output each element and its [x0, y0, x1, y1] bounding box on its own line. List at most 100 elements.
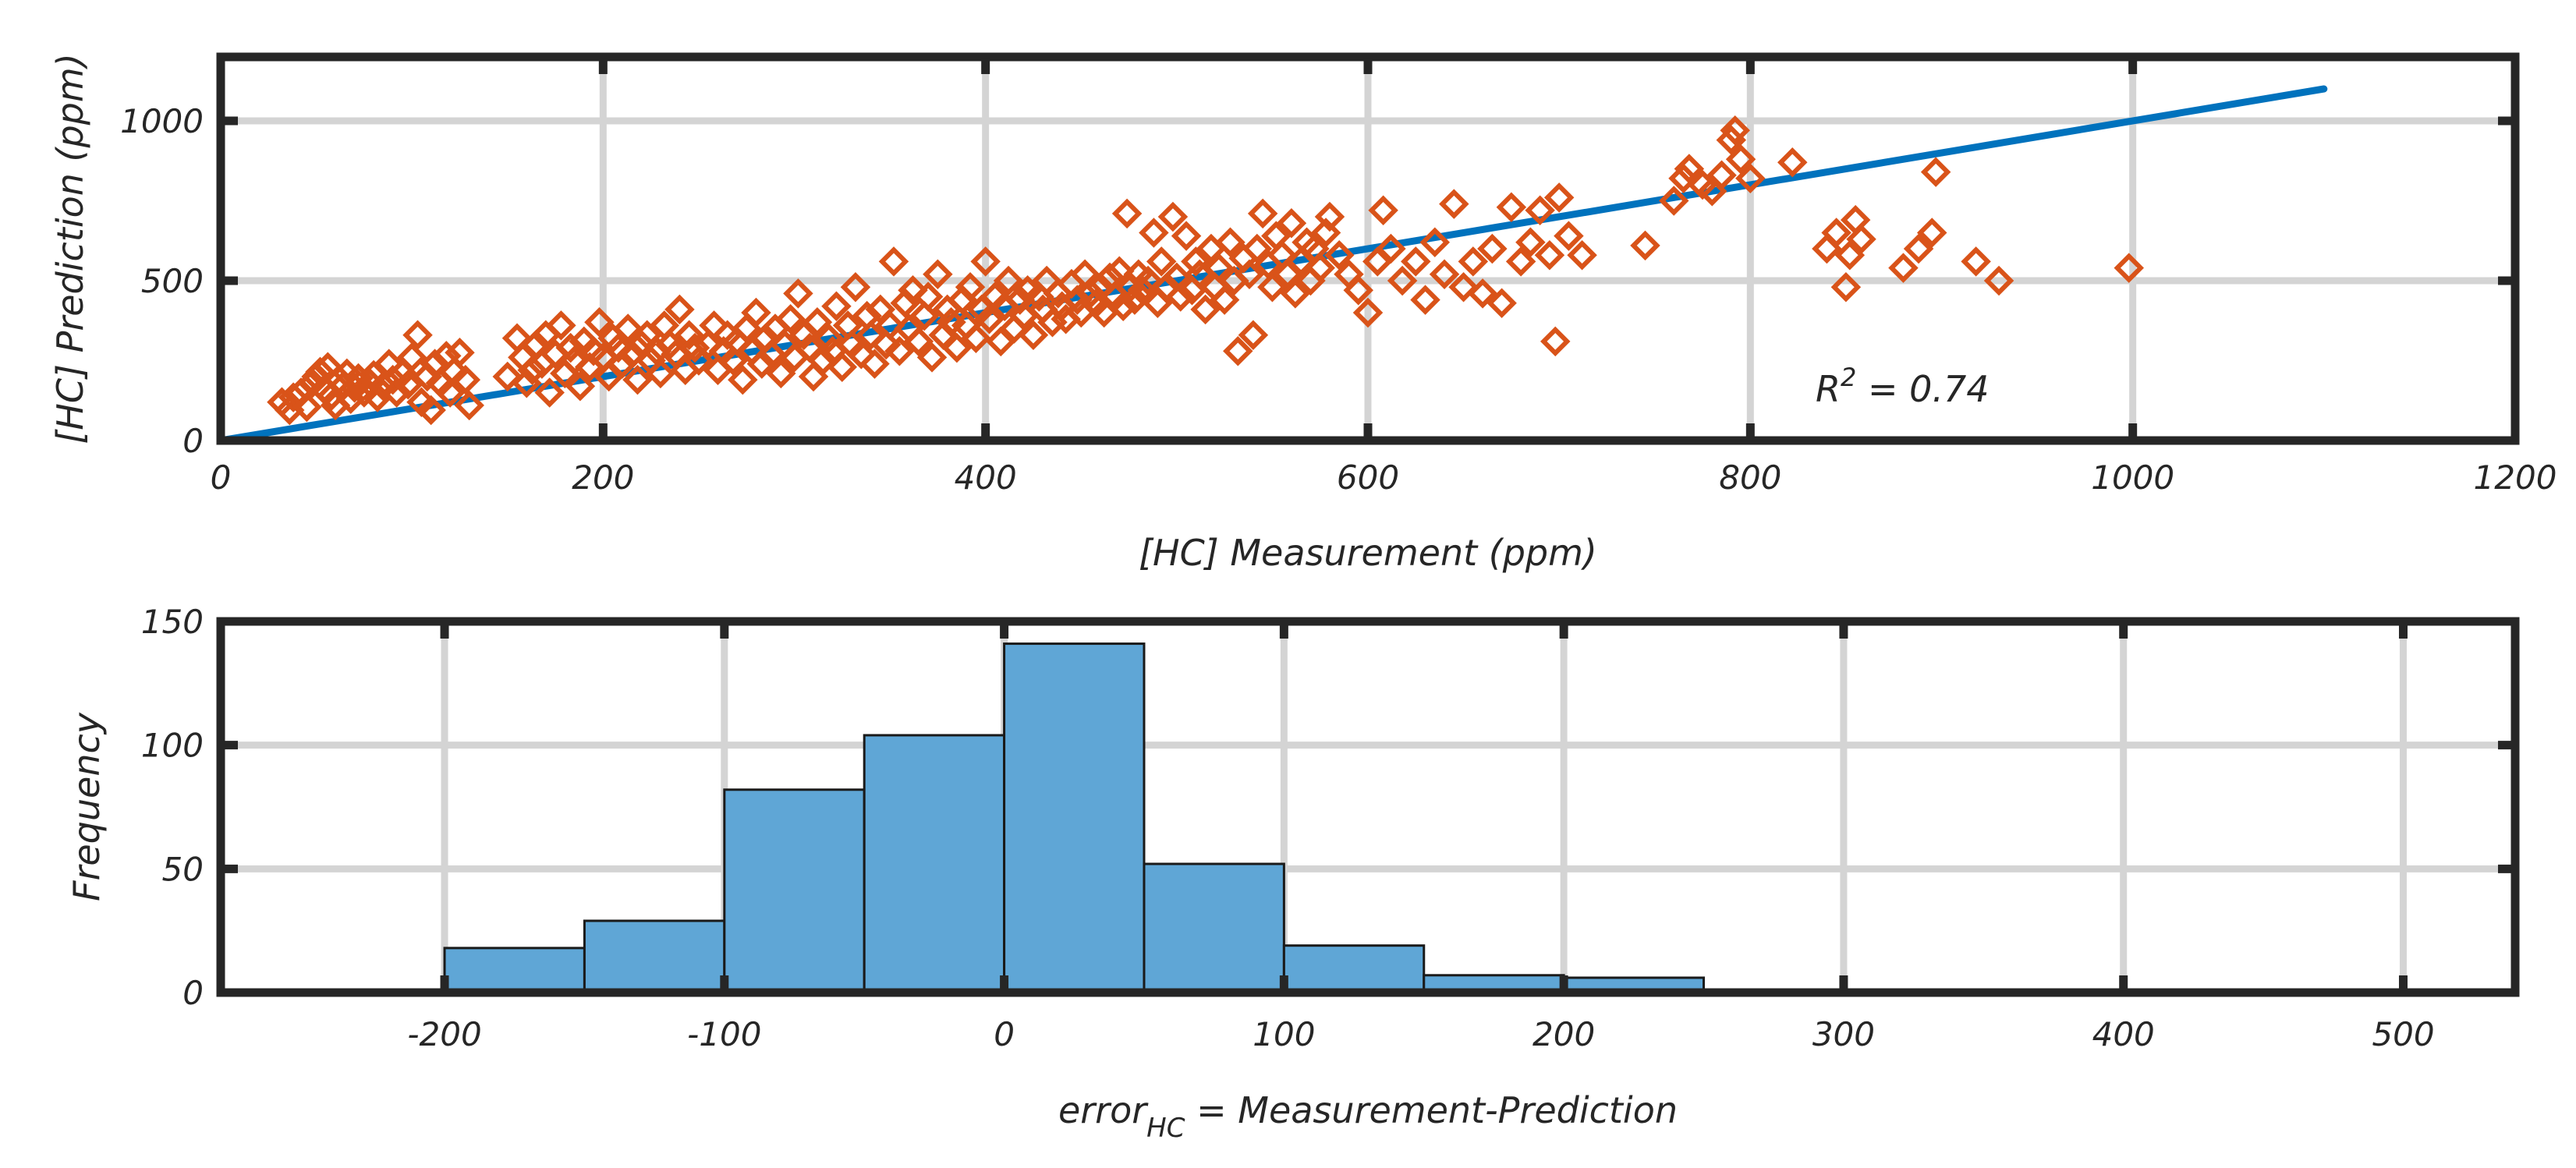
scatter-x-axis-label: [HC] Measurement (ppm) [1139, 532, 1597, 574]
histogram-bar [443, 947, 586, 994]
r-squared-annotation: R2 = 0.74 [1816, 363, 1990, 410]
scatter-point [1567, 239, 1597, 271]
histogram-ytick-label: 0 [182, 974, 204, 1012]
scatter-point [718, 345, 749, 376]
histogram-xtick-label: 500 [2372, 1015, 2434, 1053]
scatter-point [1305, 253, 1335, 283]
scatter-point [1280, 278, 1311, 309]
scatter-point [1515, 227, 1546, 258]
scatter-point [874, 310, 905, 341]
scatter-ytick-label: 500 [141, 262, 204, 300]
scatter-point [916, 342, 948, 373]
scatter-point [802, 307, 833, 338]
scatter-point [416, 395, 446, 426]
scatter-point [1247, 198, 1278, 229]
scatter-point [840, 271, 871, 303]
scatter-point [1132, 265, 1164, 296]
scatter-tick-marks [216, 57, 2520, 445]
scatter-point [1085, 271, 1116, 303]
scatter-point [1223, 335, 1253, 366]
error-subscript: HC [1146, 1113, 1185, 1144]
histogram-ytick-label: 100 [141, 727, 204, 765]
scatter-point [1525, 195, 1555, 226]
scatter-point [1181, 246, 1211, 277]
scatter-point [903, 326, 934, 357]
scatter-ytick-label: 0 [182, 422, 204, 460]
histogram-xtick-label: 0 [994, 1015, 1015, 1053]
scatter-point [1821, 218, 1851, 248]
scatter-point [1486, 288, 1517, 318]
scatter-point [612, 313, 643, 344]
histogram-axes-frame [216, 617, 2520, 997]
scatter-point [746, 349, 778, 379]
histogram-panel: -200 -100 0 100 200 300 400 500 0 50 100 150 error… [66, 603, 2520, 1144]
scatter-point [1127, 275, 1157, 306]
scatter-panel: 0 200 400 600 800 1000 1200 0 500 1000 [HC] Meas… [49, 52, 2557, 574]
scatter-point [278, 382, 309, 412]
scatter-point [1257, 271, 1288, 303]
scatter-point [1018, 320, 1049, 350]
scatter-point [783, 278, 813, 309]
scatter-point [492, 361, 523, 392]
scatter-point [856, 320, 886, 350]
scatter-point [1668, 163, 1699, 194]
scatter-point [1190, 294, 1221, 325]
scatter-point [923, 259, 953, 290]
scatter-point [1920, 157, 1951, 187]
scatter-point [445, 338, 475, 368]
histogram-x-axis-label: errorHC = Measurement-Prediction [1058, 1089, 1678, 1144]
scatter-point [741, 297, 771, 328]
scatter-x-tick-labels: 0 200 400 600 800 1000 1200 [211, 458, 2557, 497]
scatter-point [955, 271, 986, 303]
scatter-point [607, 349, 638, 379]
scatter-point [654, 329, 686, 360]
scatter-point [559, 345, 590, 376]
scatter-point [941, 332, 973, 363]
scatter-point [1630, 230, 1660, 261]
scatter-point [1725, 143, 1756, 175]
scatter-point [1238, 320, 1269, 350]
scatter-point [1368, 195, 1398, 226]
scatter-point [2114, 253, 2145, 283]
scatter-point [1888, 253, 1919, 283]
histogram-bar [1143, 862, 1285, 994]
scatter-point [1171, 221, 1202, 251]
scatter-point [1674, 154, 1705, 184]
scatter-point [878, 246, 909, 277]
scatter-xtick-label: 200 [572, 458, 634, 497]
scatter-point [1276, 207, 1307, 239]
scatter-point [961, 323, 991, 354]
scatter-point [584, 307, 615, 338]
scatter-point [1706, 160, 1737, 190]
scatter-point [821, 291, 852, 322]
scatter-point [884, 335, 915, 366]
scatter-point [1830, 271, 1862, 303]
scatter-point [517, 355, 547, 386]
scatter-point [1111, 198, 1143, 229]
scatter-point [368, 371, 399, 402]
scatter-point [993, 265, 1024, 296]
scatter-point [1165, 281, 1196, 312]
scatter-point [616, 339, 647, 370]
scatter-point [1429, 259, 1460, 290]
scatter-point [827, 352, 858, 382]
scatter-point [898, 275, 928, 306]
scatter-point [974, 303, 1005, 334]
scatter-point [912, 281, 944, 312]
scatter-point [1119, 285, 1150, 315]
histogram-bars [303, 642, 1706, 994]
scatter-point [808, 345, 838, 376]
scatter-point [1410, 285, 1440, 315]
scatter-point [846, 339, 877, 370]
scatter-point [870, 329, 902, 360]
scatter-point [1554, 221, 1584, 251]
histogram-ytick-label: 50 [162, 850, 204, 888]
scatter-xtick-label: 0 [211, 458, 232, 497]
scatter-point [664, 294, 695, 325]
scatter-point [1916, 218, 1947, 248]
histogram-bar [1282, 944, 1426, 994]
scatter-point [1735, 163, 1766, 194]
histogram-xtick-label: 400 [2092, 1015, 2155, 1053]
scatter-point [1323, 239, 1355, 271]
